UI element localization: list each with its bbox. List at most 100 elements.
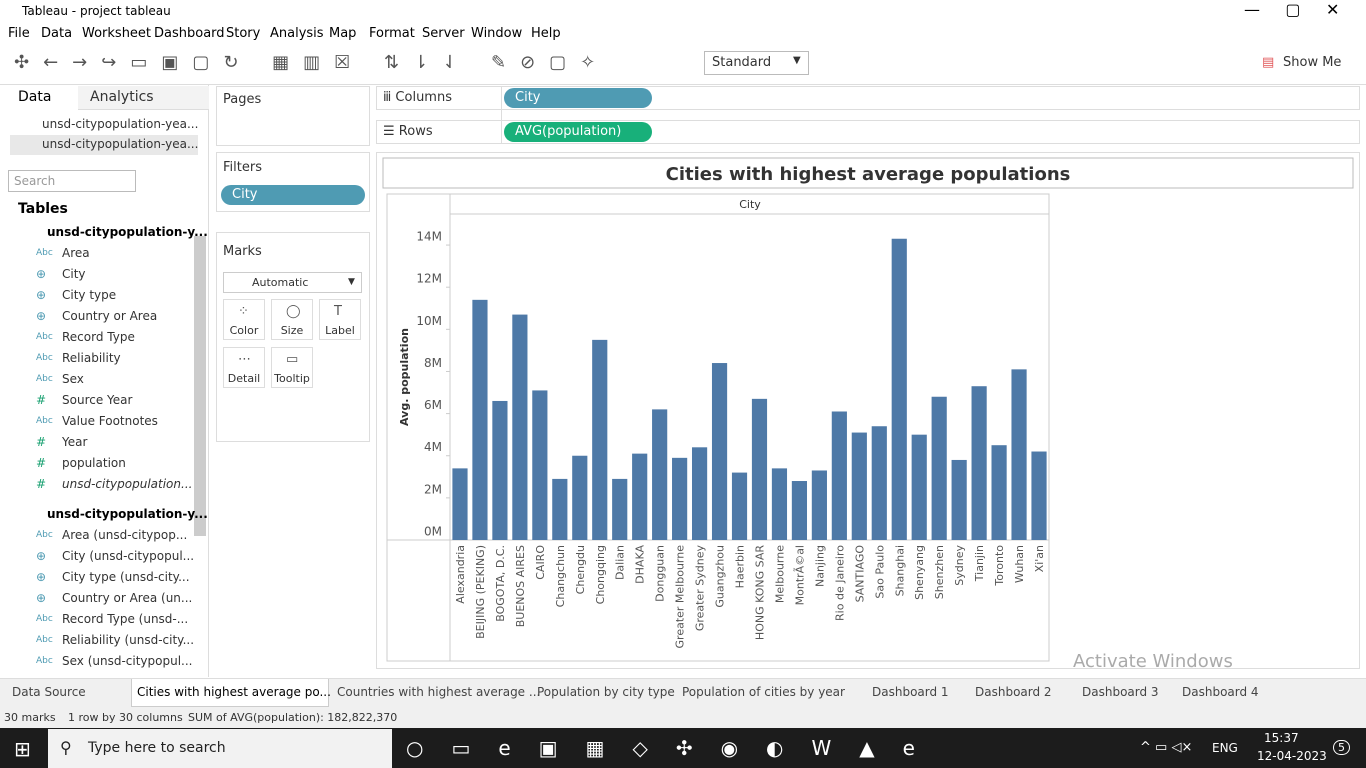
field-icon: Abc <box>36 353 53 363</box>
show-me-icon: ▤ <box>1262 55 1275 70</box>
field-name[interactable]: Area <box>62 246 90 260</box>
bar <box>751 398 768 540</box>
field-name[interactable]: Record Type (unsd-... <box>62 612 189 626</box>
rows-pill[interactable] <box>504 122 652 142</box>
field-name[interactable]: City <box>62 267 86 281</box>
bar <box>971 386 987 540</box>
start-button[interactable]: ⊞ <box>14 737 31 761</box>
x-tick-label: Shenyang <box>913 545 926 600</box>
sheet-tab-label: Dashboard 3 <box>1082 685 1159 699</box>
table-name[interactable]: unsd-citypopulation-y... <box>47 507 208 521</box>
bar <box>711 363 728 540</box>
view <box>376 152 1360 669</box>
sheet-tab-label: Data Source <box>12 685 86 699</box>
x-tick-label: Chongqing <box>594 545 607 604</box>
x-tick-label: Dalian <box>614 545 627 580</box>
mark-button[interactable] <box>223 347 265 388</box>
divider <box>501 86 502 144</box>
columns-pill[interactable] <box>504 88 652 108</box>
taskbar-search[interactable] <box>48 729 392 768</box>
menu-item[interactable]: Format <box>369 26 415 41</box>
menu-item[interactable]: Window <box>471 26 523 41</box>
x-tick-label: Sao Paulo <box>873 545 886 599</box>
field-name[interactable]: Area (unsd-citypop... <box>62 528 188 542</box>
menu-item[interactable]: File <box>8 26 30 41</box>
filter-pill[interactable] <box>221 185 365 205</box>
mark-button-label: Detail <box>227 372 261 385</box>
menu-item[interactable]: Story <box>226 26 261 41</box>
bar <box>791 481 808 540</box>
field-icon: # <box>36 456 47 470</box>
field-icon: Abc <box>36 656 53 666</box>
menu-item[interactable]: Worksheet <box>82 26 152 41</box>
show-me[interactable]: Show Me <box>1283 55 1342 70</box>
field-name[interactable]: City type <box>62 288 117 302</box>
fit-dropdown[interactable] <box>704 51 809 75</box>
table-name[interactable]: unsd-citypopulation-y... <box>47 225 208 239</box>
field-name[interactable]: City (unsd-citypopul... <box>62 549 195 563</box>
field-name[interactable]: City type (unsd-city... <box>62 570 190 584</box>
shelf-label: ☰ Rows <box>383 124 433 139</box>
pane-tab[interactable]: Data <box>18 89 52 105</box>
menu-item[interactable]: Analysis <box>270 26 324 41</box>
field-name[interactable]: Value Footnotes <box>62 414 158 428</box>
fit-value: Standard <box>712 55 772 70</box>
bar <box>731 472 748 540</box>
x-tick-label: CAIRO <box>534 545 547 580</box>
dropdown-arrow: ▼ <box>793 55 801 66</box>
rows-pill-text: AVG(population) <box>515 124 622 139</box>
menu-item[interactable]: Data <box>41 26 73 41</box>
menu-item[interactable]: Dashboard <box>154 26 225 41</box>
x-tick-label: BUENOS AIRES <box>514 545 527 627</box>
field-name[interactable]: Sex <box>62 372 84 386</box>
field-name[interactable]: Year <box>62 435 88 449</box>
menu-item[interactable]: Map <box>329 26 357 41</box>
field-name[interactable]: Record Type <box>62 330 135 344</box>
field-name[interactable]: Source Year <box>62 393 133 407</box>
field-icon: # <box>36 477 47 491</box>
bar <box>911 434 927 540</box>
mark-icon: ◯ <box>286 304 301 319</box>
field-icon: Abc <box>36 614 53 624</box>
pane-tab[interactable]: Analytics <box>90 89 154 105</box>
sheet-tab-label: Dashboard 1 <box>872 685 949 699</box>
bar <box>472 299 488 540</box>
filters-card <box>216 152 370 212</box>
y-tick-label: 2M <box>424 482 442 496</box>
mark-type-dropdown[interactable] <box>223 272 362 293</box>
field-icon: Abc <box>36 635 53 645</box>
analytics-tab-bg <box>78 86 209 110</box>
x-tick-label: Chengdu <box>574 545 587 594</box>
marks-card <box>216 232 370 442</box>
field-name[interactable]: Reliability <box>62 351 121 365</box>
search-box[interactable] <box>8 170 136 192</box>
field-name[interactable]: Reliability (unsd-city... <box>62 633 195 647</box>
field-name[interactable]: Country or Area (un... <box>62 591 193 605</box>
watermark: Activate Windows <box>1073 651 1233 672</box>
menu-item[interactable]: Server <box>422 26 465 41</box>
mark-button[interactable] <box>319 299 361 340</box>
field-name[interactable]: Country or Area <box>62 309 158 323</box>
notifications[interactable]: 5 <box>1333 740 1350 755</box>
field-name[interactable]: unsd-citypopulation... <box>62 477 193 491</box>
scrollbar[interactable] <box>194 236 206 536</box>
sheet-tab-label: Population by city type <box>537 685 675 699</box>
x-tick-label: Guangzhou <box>714 545 727 608</box>
mark-button[interactable] <box>271 299 313 340</box>
mark-button[interactable] <box>223 299 265 340</box>
sheet-tab[interactable] <box>131 679 329 707</box>
taskbar-apps[interactable]: ○▭e▣▦◇✣◉◐W▲e <box>406 736 943 760</box>
data-source[interactable]: unsd-citypopulation-yea... <box>42 117 199 131</box>
field-icon: ⊕ <box>36 288 47 302</box>
data-source[interactable]: unsd-citypopulation-yea... <box>42 137 199 151</box>
plot-frame <box>386 193 1050 662</box>
sheet-tab-label: Dashboard 4 <box>1182 685 1259 699</box>
x-tick-label: Melbourne <box>773 545 786 603</box>
mark-button[interactable] <box>271 347 313 388</box>
field-name[interactable]: population <box>62 456 126 470</box>
window-controls[interactable]: — ▢ ✕ <box>1244 0 1340 19</box>
menu-item[interactable]: Help <box>531 26 561 41</box>
shelf-label-text: Rows <box>398 124 433 139</box>
field-name[interactable]: Sex (unsd-citypopul... <box>62 654 193 668</box>
x-tick-label: Rio de Janeiro <box>833 545 846 621</box>
